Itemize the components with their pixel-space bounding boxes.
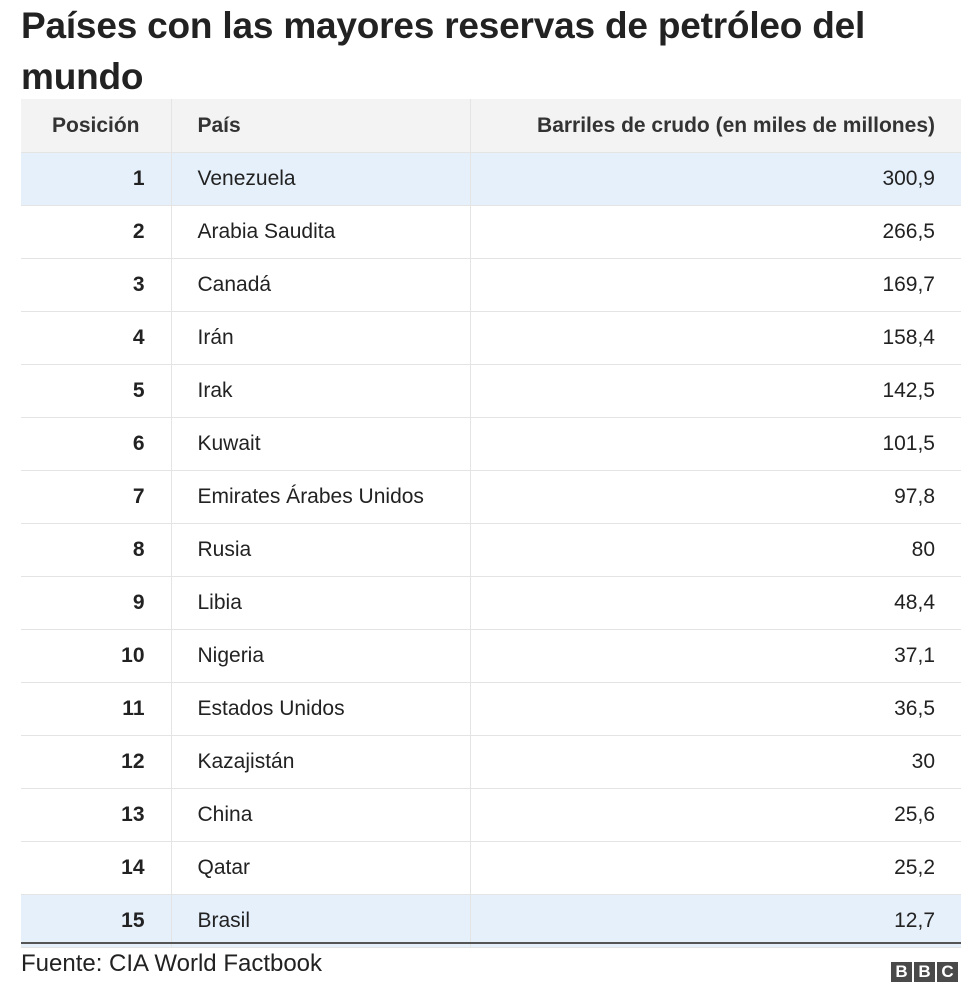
cell-country: Irán xyxy=(171,311,471,365)
table-body: 1 Venezuela 300,9 2 Arabia Saudita 266,5 3 Cana… xyxy=(21,152,961,948)
bbc-logo: B B C xyxy=(891,962,958,982)
cell-country: Irak xyxy=(171,364,471,418)
cell-barrels: 30 xyxy=(470,735,961,789)
cell-country: Venezuela xyxy=(171,152,471,206)
cell-country: Arabia Saudita xyxy=(171,205,471,259)
cell-barrels: 25,2 xyxy=(470,841,961,895)
cell-position: 2 xyxy=(21,205,172,259)
cell-country: Canadá xyxy=(171,258,471,312)
cell-country: Nigeria xyxy=(171,629,471,683)
bbc-logo-block: C xyxy=(937,962,958,982)
column-header-country: País xyxy=(171,99,471,153)
cell-position: 3 xyxy=(21,258,172,312)
cell-barrels: 80 xyxy=(470,523,961,577)
cell-position: 10 xyxy=(21,629,172,683)
cell-country: Kazajistán xyxy=(171,735,471,789)
cell-barrels: 158,4 xyxy=(470,311,961,365)
table-row: 2 Arabia Saudita 266,5 xyxy=(21,205,961,259)
table-row: 12 Kazajistán 30 xyxy=(21,735,961,789)
table-row: 13 China 25,6 xyxy=(21,788,961,842)
cell-barrels: 101,5 xyxy=(470,417,961,471)
cell-position: 15 xyxy=(21,894,172,948)
cell-position: 6 xyxy=(21,417,172,471)
cell-country: Qatar xyxy=(171,841,471,895)
cell-position: 1 xyxy=(21,152,172,206)
cell-barrels: 25,6 xyxy=(470,788,961,842)
table-row: 3 Canadá 169,7 xyxy=(21,258,961,312)
cell-barrels: 37,1 xyxy=(470,629,961,683)
table-row: 1 Venezuela 300,9 xyxy=(21,152,961,206)
cell-barrels: 169,7 xyxy=(470,258,961,312)
bbc-logo-block: B xyxy=(891,962,912,982)
table-row: 7 Emirates Árabes Unidos 97,8 xyxy=(21,470,961,524)
cell-country: Kuwait xyxy=(171,417,471,471)
source-note: Fuente: CIA World Factbook xyxy=(21,950,323,977)
bbc-logo-block: B xyxy=(914,962,935,982)
cell-barrels: 142,5 xyxy=(470,364,961,418)
table-header-row: Posición País Barriles de crudo (en mile… xyxy=(21,99,961,153)
cell-country: Estados Unidos xyxy=(171,682,471,736)
cell-position: 5 xyxy=(21,364,172,418)
cell-barrels: 36,5 xyxy=(470,682,961,736)
table-row: 9 Libia 48,4 xyxy=(21,576,961,630)
reserves-table: Posición País Barriles de crudo (en mile… xyxy=(21,99,961,948)
table-row: 14 Qatar 25,2 xyxy=(21,841,961,895)
table-row: 6 Kuwait 101,5 xyxy=(21,417,961,471)
table-row: 11 Estados Unidos 36,5 xyxy=(21,682,961,736)
cell-position: 11 xyxy=(21,682,172,736)
reserves-table-container: Posición País Barriles de crudo (en mile… xyxy=(21,99,961,948)
cell-country: Emirates Árabes Unidos xyxy=(171,470,471,524)
cell-barrels: 97,8 xyxy=(470,470,961,524)
table-row: 10 Nigeria 37,1 xyxy=(21,629,961,683)
table-row: 4 Irán 158,4 xyxy=(21,311,961,365)
cell-position: 7 xyxy=(21,470,172,524)
column-header-position: Posición xyxy=(21,99,172,153)
cell-position: 14 xyxy=(21,841,172,895)
table-row: 5 Irak 142,5 xyxy=(21,364,961,418)
cell-barrels: 48,4 xyxy=(470,576,961,630)
cell-barrels: 266,5 xyxy=(470,205,961,259)
footer-divider xyxy=(21,942,961,944)
column-header-barrels: Barriles de crudo (en miles de millones) xyxy=(470,99,961,153)
cell-country: Rusia xyxy=(171,523,471,577)
cell-position: 4 xyxy=(21,311,172,365)
page-title: Países con las mayores reservas de petró… xyxy=(21,5,866,97)
table-row: 8 Rusia 80 xyxy=(21,523,961,577)
cell-country: Brasil xyxy=(171,894,471,948)
table-row: 15 Brasil 12,7 xyxy=(21,894,961,948)
cell-position: 13 xyxy=(21,788,172,842)
cell-position: 12 xyxy=(21,735,172,789)
cell-country: China xyxy=(171,788,471,842)
cell-barrels: 12,7 xyxy=(470,894,961,948)
cell-barrels: 300,9 xyxy=(470,152,961,206)
cell-country: Libia xyxy=(171,576,471,630)
cell-position: 9 xyxy=(21,576,172,630)
cell-position: 8 xyxy=(21,523,172,577)
